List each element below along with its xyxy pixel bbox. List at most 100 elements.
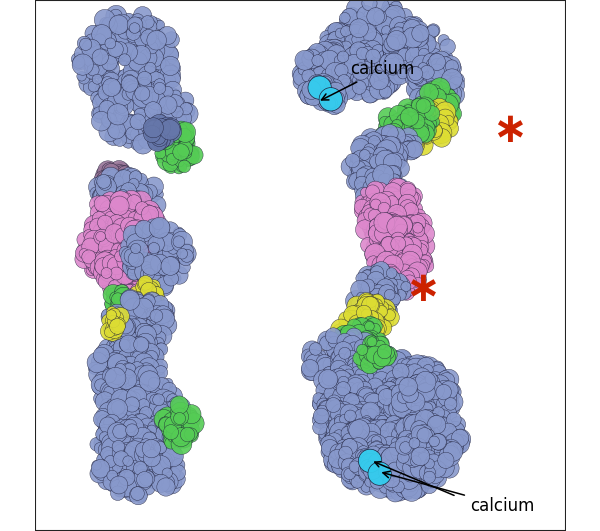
- Circle shape: [346, 352, 365, 371]
- Circle shape: [114, 177, 132, 195]
- Circle shape: [146, 339, 162, 355]
- Circle shape: [361, 441, 378, 458]
- Circle shape: [86, 68, 97, 79]
- Circle shape: [146, 18, 164, 35]
- Circle shape: [326, 87, 341, 101]
- Circle shape: [331, 427, 350, 447]
- Circle shape: [122, 218, 138, 233]
- Circle shape: [122, 81, 136, 95]
- Circle shape: [121, 191, 141, 210]
- Circle shape: [426, 100, 436, 111]
- Circle shape: [325, 369, 340, 383]
- Circle shape: [423, 66, 434, 78]
- Circle shape: [124, 482, 140, 498]
- Circle shape: [324, 443, 345, 465]
- Circle shape: [346, 339, 359, 353]
- Circle shape: [113, 205, 125, 218]
- Circle shape: [105, 38, 116, 49]
- Circle shape: [141, 29, 157, 45]
- Circle shape: [420, 390, 440, 410]
- Circle shape: [400, 441, 414, 455]
- Circle shape: [371, 457, 387, 472]
- Circle shape: [117, 429, 131, 443]
- Circle shape: [335, 345, 345, 355]
- Circle shape: [133, 252, 151, 271]
- Circle shape: [160, 133, 172, 145]
- Circle shape: [440, 112, 458, 131]
- Circle shape: [158, 149, 168, 159]
- Circle shape: [409, 119, 423, 133]
- Circle shape: [433, 92, 445, 104]
- Circle shape: [346, 438, 361, 452]
- Circle shape: [143, 269, 160, 286]
- Circle shape: [388, 270, 398, 280]
- Circle shape: [415, 263, 425, 273]
- Circle shape: [362, 419, 383, 440]
- Circle shape: [382, 213, 401, 232]
- Circle shape: [101, 81, 118, 97]
- Circle shape: [143, 319, 160, 335]
- Circle shape: [390, 276, 405, 290]
- Circle shape: [436, 423, 452, 439]
- Circle shape: [117, 266, 128, 277]
- Circle shape: [350, 349, 366, 365]
- Circle shape: [311, 82, 326, 97]
- Circle shape: [340, 412, 353, 426]
- Circle shape: [365, 477, 375, 487]
- Circle shape: [395, 424, 408, 437]
- Circle shape: [398, 424, 417, 443]
- Circle shape: [133, 292, 143, 302]
- Circle shape: [108, 28, 125, 45]
- Circle shape: [123, 74, 134, 86]
- Circle shape: [116, 449, 137, 469]
- Circle shape: [349, 473, 361, 485]
- Circle shape: [352, 429, 368, 446]
- Circle shape: [356, 387, 372, 404]
- Circle shape: [128, 337, 145, 355]
- Circle shape: [361, 341, 380, 361]
- Circle shape: [349, 324, 370, 346]
- Circle shape: [134, 296, 149, 310]
- Circle shape: [352, 318, 373, 339]
- Circle shape: [394, 408, 409, 424]
- Circle shape: [103, 447, 112, 457]
- Circle shape: [348, 408, 360, 419]
- Circle shape: [181, 244, 194, 257]
- Circle shape: [358, 395, 376, 413]
- Circle shape: [375, 441, 385, 452]
- Circle shape: [92, 211, 106, 226]
- Circle shape: [110, 191, 131, 211]
- Circle shape: [149, 331, 160, 342]
- Circle shape: [127, 458, 144, 475]
- Circle shape: [323, 432, 338, 447]
- Circle shape: [354, 332, 374, 352]
- Circle shape: [323, 405, 334, 415]
- Circle shape: [413, 440, 428, 455]
- Circle shape: [142, 87, 157, 102]
- Circle shape: [346, 426, 362, 442]
- Circle shape: [386, 431, 400, 444]
- Circle shape: [439, 370, 459, 389]
- Circle shape: [380, 150, 392, 162]
- Circle shape: [430, 89, 446, 105]
- Circle shape: [358, 362, 378, 381]
- Circle shape: [339, 458, 359, 479]
- Circle shape: [292, 65, 310, 82]
- Circle shape: [134, 389, 149, 404]
- Circle shape: [368, 413, 380, 425]
- Circle shape: [358, 266, 379, 287]
- Circle shape: [392, 281, 404, 294]
- Circle shape: [354, 42, 366, 54]
- Circle shape: [151, 130, 168, 147]
- Circle shape: [348, 31, 365, 48]
- Circle shape: [95, 84, 106, 93]
- Circle shape: [383, 462, 402, 481]
- Circle shape: [386, 359, 399, 371]
- Circle shape: [372, 173, 391, 192]
- Circle shape: [413, 252, 433, 272]
- Circle shape: [109, 222, 124, 238]
- Circle shape: [424, 442, 442, 461]
- Circle shape: [79, 249, 89, 259]
- Circle shape: [149, 125, 168, 144]
- Circle shape: [371, 237, 383, 250]
